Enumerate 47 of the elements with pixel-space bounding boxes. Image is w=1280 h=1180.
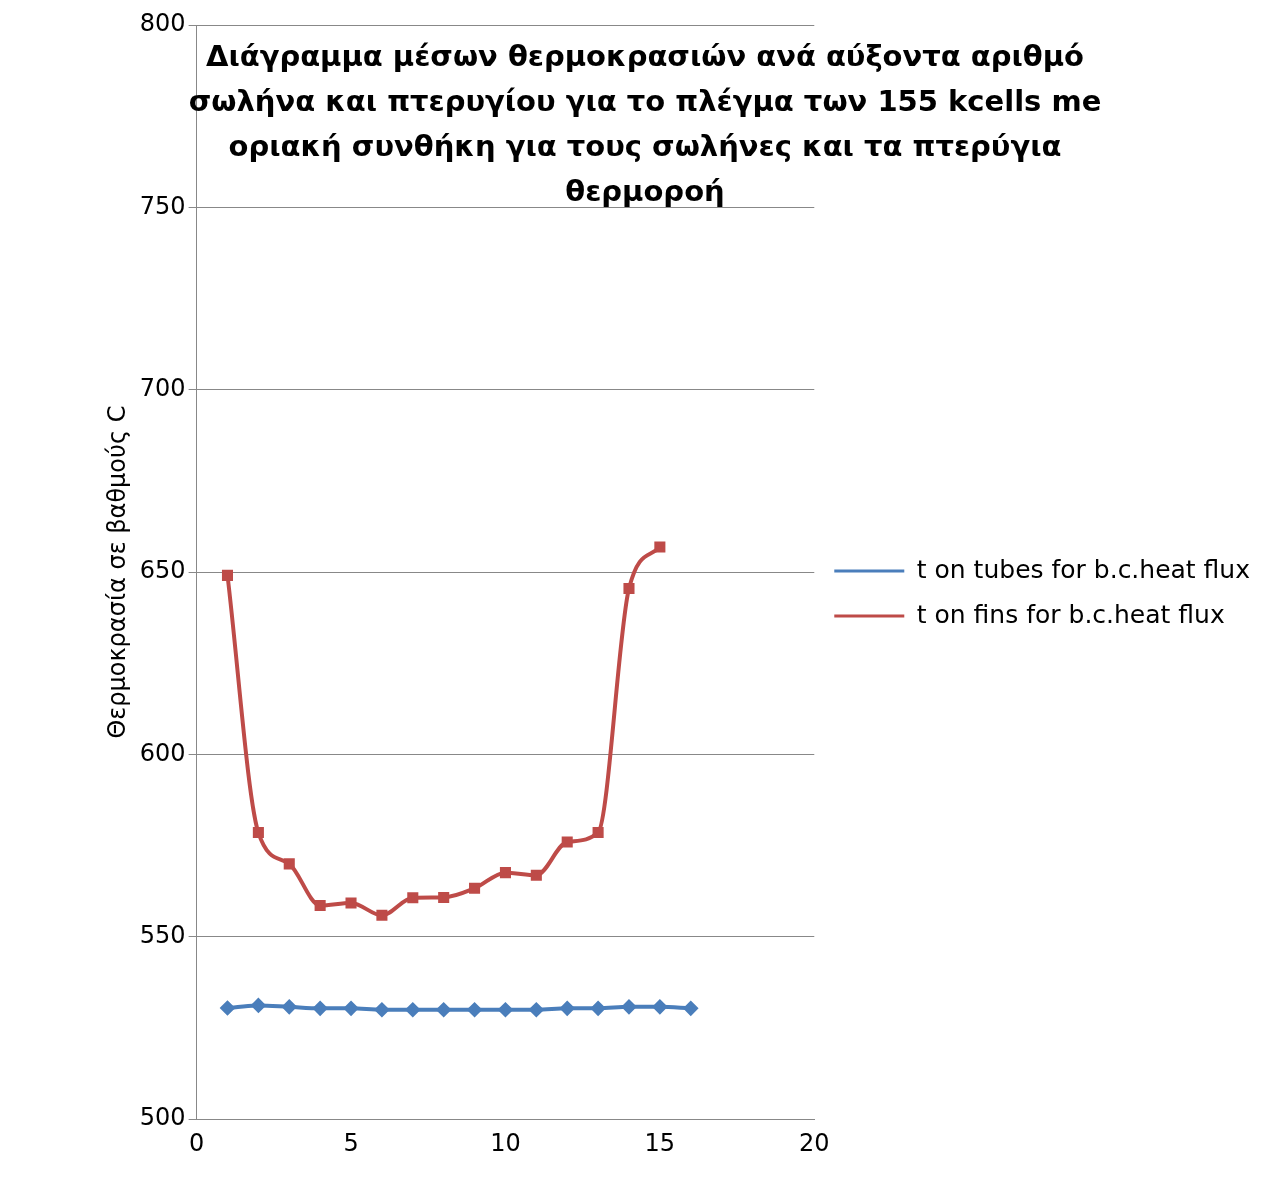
x-tick-label: 15 <box>644 1128 676 1157</box>
point <box>652 999 667 1014</box>
point <box>561 836 573 848</box>
point <box>252 826 264 839</box>
y-tick-label: 700 <box>139 373 186 402</box>
point <box>221 569 234 581</box>
x-tick-label: 20 <box>799 1128 830 1157</box>
point <box>591 1001 606 1016</box>
y-tick-label: 600 <box>139 738 186 767</box>
y-tick-label: 650 <box>139 556 186 585</box>
y-tick-label: 750 <box>139 191 186 220</box>
point <box>683 1001 698 1016</box>
point <box>314 899 326 911</box>
point <box>654 541 666 553</box>
point <box>345 897 357 909</box>
y-tick-label: 500 <box>139 1103 186 1132</box>
point <box>499 867 511 879</box>
point <box>560 1001 575 1016</box>
point <box>467 1002 482 1017</box>
point <box>220 1000 235 1015</box>
point <box>407 892 419 904</box>
point <box>436 1002 451 1017</box>
legend-label: t on fins for b.c.heat flux <box>916 599 1225 629</box>
point <box>498 1002 513 1017</box>
text: Διάγραμμα μέσων θερμοκρασιών ανά αύξοντα αριθμό σωλήνα και πτερυγίου για το πλέγμα των 155 kcells me οριακή συνθήκη για τους σωλήνες και τα πτερύγια θερμοροή <box>188 39 1102 208</box>
point <box>344 1001 359 1016</box>
point <box>530 869 542 881</box>
y-tick-label: 550 <box>139 921 186 950</box>
y-axis-title: Θερμοκρασία σε βαθμούς C <box>102 405 131 739</box>
point <box>283 858 295 870</box>
point <box>374 1002 389 1017</box>
point <box>251 998 266 1013</box>
point <box>623 582 635 595</box>
point <box>438 891 450 903</box>
point <box>313 1001 328 1016</box>
legend-label: t on tubes for b.c.heat flux <box>916 554 1250 584</box>
point <box>592 826 604 839</box>
x-tick-label: 0 <box>188 1128 205 1157</box>
x-tick-label: 10 <box>490 1128 521 1157</box>
point <box>621 999 636 1014</box>
point <box>529 1002 544 1017</box>
point <box>376 909 388 921</box>
y-tick-label: 800 <box>139 9 186 38</box>
point <box>405 1002 420 1017</box>
point <box>282 999 297 1014</box>
x-tick-label: 5 <box>343 1128 359 1157</box>
point <box>469 882 481 894</box>
